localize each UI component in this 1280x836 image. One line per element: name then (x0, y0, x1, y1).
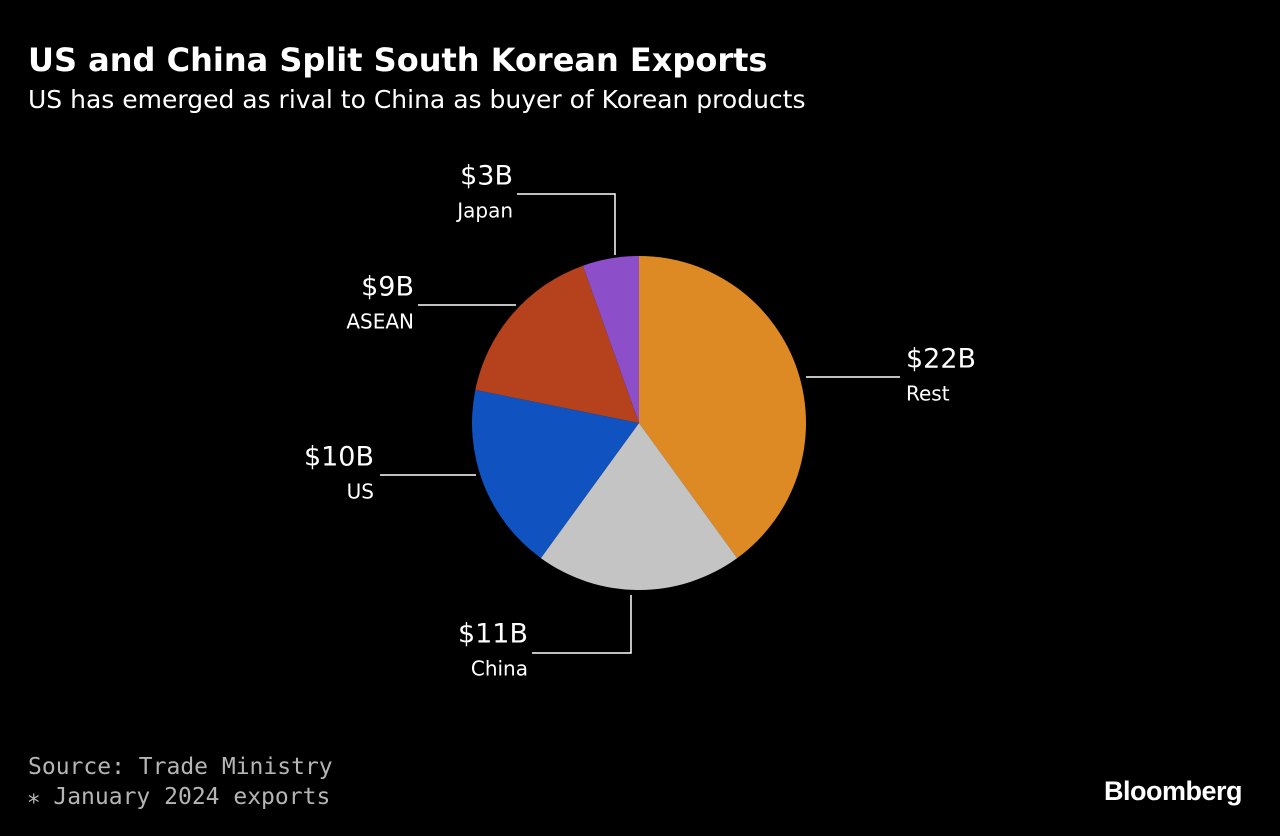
chart-subtitle: US has emerged as rival to China as buye… (28, 85, 806, 114)
category-label-us: US (347, 480, 374, 504)
leader-line-japan (517, 193, 616, 255)
pie-slice-japan (582, 256, 639, 423)
data-label-us: $10B (304, 442, 374, 473)
data-label-japan: $3B (460, 161, 513, 192)
category-label-rest: Rest (906, 382, 950, 406)
category-label-china: China (471, 657, 528, 681)
category-label-asean: ASEAN (346, 310, 414, 334)
data-label-asean: $9B (361, 272, 414, 303)
category-label-japan: Japan (455, 199, 513, 223)
bloomberg-logo: Bloomberg (1103, 776, 1243, 806)
leader-line-china (532, 595, 632, 654)
pie-slice-us (472, 389, 639, 559)
data-label-china: $11B (458, 619, 528, 650)
pie-slice-rest (639, 256, 807, 559)
footnote: ⁎ January 2024 exports (28, 784, 331, 810)
pie-slice-asean (475, 265, 639, 423)
pie-slice-china (540, 423, 738, 591)
data-label-rest: $22B (906, 344, 976, 375)
chart-title: US and China Split South Korean Exports (28, 41, 768, 79)
source-note: Source: Trade Ministry (28, 754, 333, 780)
